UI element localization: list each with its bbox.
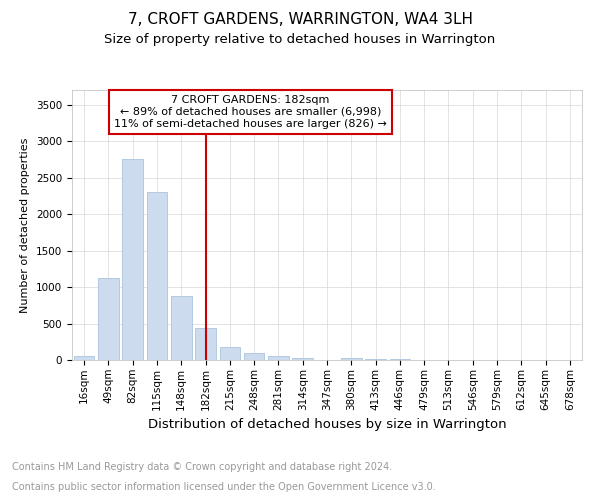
- Y-axis label: Number of detached properties: Number of detached properties: [20, 138, 31, 312]
- Text: Contains HM Land Registry data © Crown copyright and database right 2024.: Contains HM Land Registry data © Crown c…: [12, 462, 392, 472]
- X-axis label: Distribution of detached houses by size in Warrington: Distribution of detached houses by size …: [148, 418, 506, 431]
- Bar: [195, 328, 216, 360]
- Bar: [292, 358, 313, 360]
- Bar: [268, 356, 289, 360]
- Bar: [74, 356, 94, 360]
- Bar: [98, 278, 119, 360]
- Bar: [171, 296, 191, 360]
- Text: 7 CROFT GARDENS: 182sqm
← 89% of detached houses are smaller (6,998)
11% of semi: 7 CROFT GARDENS: 182sqm ← 89% of detache…: [114, 96, 387, 128]
- Bar: [146, 192, 167, 360]
- Bar: [365, 358, 386, 360]
- Bar: [220, 346, 240, 360]
- Text: Size of property relative to detached houses in Warrington: Size of property relative to detached ho…: [104, 32, 496, 46]
- Bar: [244, 352, 265, 360]
- Text: 7, CROFT GARDENS, WARRINGTON, WA4 3LH: 7, CROFT GARDENS, WARRINGTON, WA4 3LH: [128, 12, 473, 28]
- Text: Contains public sector information licensed under the Open Government Licence v3: Contains public sector information licen…: [12, 482, 436, 492]
- Bar: [341, 358, 362, 360]
- Bar: [122, 160, 143, 360]
